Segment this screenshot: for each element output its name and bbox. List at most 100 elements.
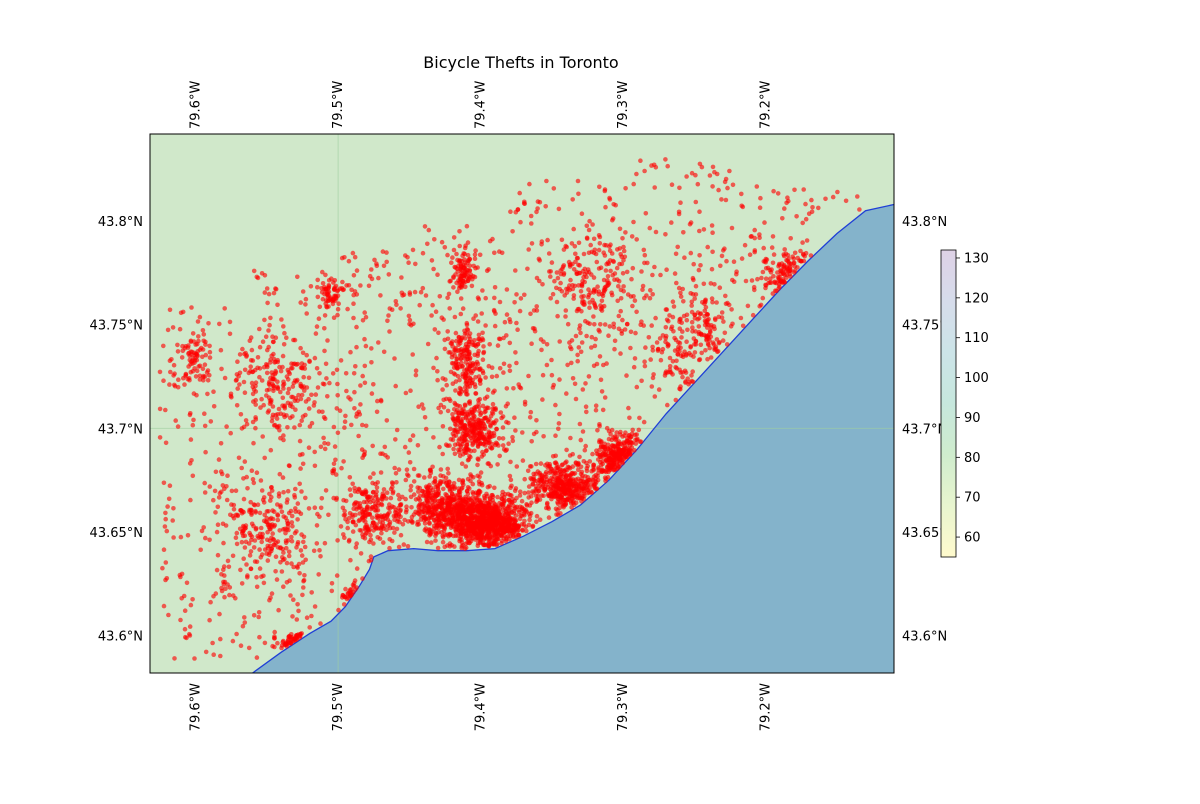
theft-point: [799, 259, 804, 264]
theft-point: [697, 358, 702, 363]
theft-point: [557, 339, 562, 344]
theft-point: [163, 517, 168, 522]
theft-point: [504, 404, 509, 409]
theft-point: [633, 356, 638, 361]
theft-point: [522, 201, 527, 206]
theft-point: [605, 426, 610, 431]
theft-point: [441, 317, 446, 322]
theft-point: [697, 324, 702, 329]
theft-point: [540, 397, 545, 402]
theft-point: [690, 379, 695, 384]
theft-point: [322, 326, 327, 331]
theft-point: [709, 281, 714, 286]
theft-point: [534, 462, 539, 467]
theft-point: [606, 333, 611, 338]
theft-point: [281, 433, 286, 438]
theft-point: [516, 524, 521, 529]
theft-point: [449, 341, 454, 346]
theft-point: [801, 187, 806, 192]
theft-point: [710, 250, 715, 255]
theft-point: [469, 407, 474, 412]
theft-point: [556, 477, 561, 482]
theft-point: [301, 540, 306, 545]
theft-point: [457, 391, 462, 396]
theft-point: [294, 379, 299, 384]
theft-point: [178, 618, 183, 623]
theft-point: [315, 324, 320, 329]
theft-point: [644, 211, 649, 216]
theft-point: [322, 441, 327, 446]
theft-point: [266, 345, 271, 350]
theft-point: [492, 389, 497, 394]
theft-point: [612, 325, 617, 330]
theft-point: [214, 591, 219, 596]
theft-point: [514, 321, 519, 326]
theft-point: [697, 229, 702, 234]
theft-point: [362, 310, 367, 315]
theft-point: [354, 325, 359, 330]
theft-point: [228, 332, 233, 337]
theft-point: [521, 458, 526, 463]
theft-point: [435, 272, 440, 277]
theft-point: [751, 313, 756, 318]
theft-point: [352, 273, 357, 278]
theft-point: [588, 243, 593, 248]
theft-point: [674, 398, 679, 403]
theft-point: [215, 568, 220, 573]
theft-point: [297, 562, 302, 567]
theft-point: [623, 455, 628, 460]
theft-point: [343, 414, 348, 419]
theft-point: [284, 538, 289, 543]
theft-point: [317, 316, 322, 321]
theft-point: [468, 418, 473, 423]
theft-point: [442, 529, 447, 534]
theft-point: [254, 575, 259, 580]
theft-point: [318, 554, 323, 559]
theft-point: [563, 314, 568, 319]
theft-point: [491, 402, 496, 407]
theft-point: [404, 504, 409, 509]
theft-point: [753, 248, 758, 253]
theft-point: [360, 576, 365, 581]
theft-point: [628, 346, 633, 351]
theft-point: [376, 340, 381, 345]
theft-point: [582, 252, 587, 257]
theft-point: [703, 348, 708, 353]
theft-point: [770, 245, 775, 250]
theft-point: [544, 179, 549, 184]
theft-point: [293, 487, 298, 492]
theft-point: [486, 531, 491, 536]
theft-point: [421, 494, 426, 499]
theft-point: [242, 615, 247, 620]
theft-point: [610, 218, 615, 223]
theft-point: [312, 450, 317, 455]
theft-point: [336, 431, 341, 436]
theft-point: [678, 370, 683, 375]
theft-point: [758, 205, 763, 210]
theft-point: [450, 516, 455, 521]
theft-point: [600, 462, 605, 467]
theft-point: [162, 604, 167, 609]
theft-point: [327, 278, 332, 283]
theft-point: [438, 410, 443, 415]
theft-point: [483, 323, 488, 328]
theft-point: [275, 386, 280, 391]
theft-point: [293, 407, 298, 412]
theft-point: [714, 300, 719, 305]
theft-point: [263, 641, 268, 646]
theft-point: [330, 471, 335, 476]
theft-point: [278, 503, 283, 508]
theft-point: [528, 312, 533, 317]
map-title: Bicycle Thefts in Toronto: [423, 53, 618, 72]
theft-point: [556, 427, 561, 432]
theft-point: [670, 325, 675, 330]
theft-point: [279, 317, 284, 322]
theft-point: [598, 322, 603, 327]
theft-point: [434, 508, 439, 513]
theft-point: [448, 350, 453, 355]
theft-point: [483, 427, 488, 432]
theft-point: [275, 577, 280, 582]
theft-point: [571, 499, 576, 504]
theft-point: [243, 351, 248, 356]
theft-point: [612, 347, 617, 352]
